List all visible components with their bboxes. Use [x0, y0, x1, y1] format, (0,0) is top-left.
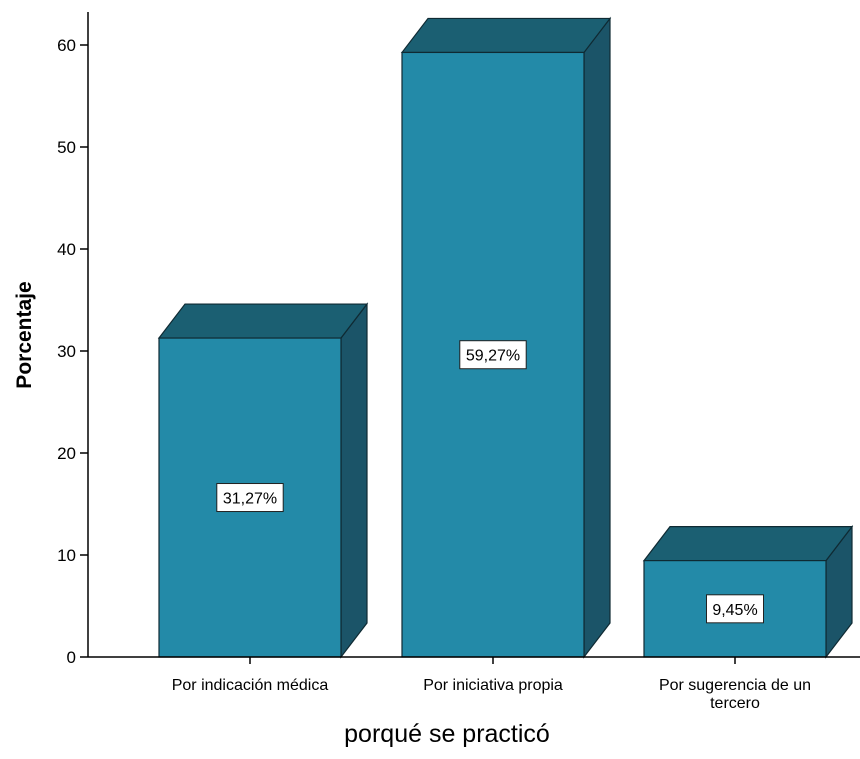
y-tick-label: 10 [57, 546, 76, 565]
data-label: 59,27% [466, 348, 520, 365]
bar-side-face [340, 302, 368, 659]
bar-group [400, 16, 612, 659]
bar-top-face [157, 303, 369, 339]
bar-group [157, 302, 369, 659]
y-tick-label: 40 [57, 240, 76, 259]
y-tick-label: 50 [57, 138, 76, 157]
data-labels: 31,27% 59,27% 9,45% [216, 340, 764, 624]
data-label-box [459, 340, 527, 370]
y-tick-label: 30 [57, 342, 76, 361]
x-tick-label: tercero [710, 695, 760, 712]
data-label-box [706, 594, 764, 624]
x-tick-label: Por indicación médica [172, 677, 329, 694]
y-tick-label: 60 [57, 36, 76, 55]
data-label-box [216, 483, 284, 513]
y-tick-label: 0 [67, 648, 76, 667]
x-tick-label: Por sugerencia de un [659, 677, 811, 694]
data-label: 9,45% [712, 602, 757, 619]
bar-group [642, 524, 854, 659]
data-label: 31,27% [223, 491, 277, 508]
bar-top-face [400, 17, 612, 54]
x-tick-label: Por iniciativa propia [423, 677, 563, 694]
bar-top-face [642, 526, 854, 562]
y-axis-title: Porcentaje [13, 281, 36, 388]
x-axis-ticks: Por indicación médica Por iniciativa prop… [172, 657, 811, 712]
bars-layer [157, 16, 854, 659]
y-tick-label: 20 [57, 444, 76, 463]
bar-side-face [583, 16, 611, 659]
x-axis-title: porqué se practicó [344, 720, 550, 748]
y-axis-ticks: 0 10 20 30 40 50 60 [57, 36, 88, 667]
